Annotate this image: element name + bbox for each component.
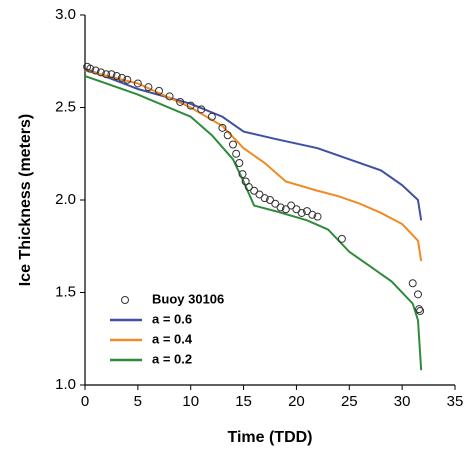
data-point (287, 201, 296, 210)
data-point (165, 92, 174, 101)
data-point (408, 279, 417, 288)
data-point (313, 212, 322, 221)
data-point (118, 73, 126, 82)
series-line (84, 69, 423, 262)
data-point (276, 203, 285, 212)
x-tick-label: 5 (134, 393, 142, 410)
y-tick-label: 2.5 (55, 98, 76, 115)
data-point (303, 207, 311, 216)
data-point (281, 205, 290, 214)
x-tick-label: 30 (394, 393, 411, 410)
data-point (123, 75, 132, 84)
y-tick-label: 1.0 (55, 376, 76, 393)
data-point (292, 205, 301, 214)
legend-label: a = 0.6 (152, 311, 192, 326)
data-point (144, 83, 153, 92)
y-tick-label: 1.5 (55, 283, 76, 300)
data-point (271, 199, 280, 208)
data-point (255, 190, 264, 199)
data-point (155, 86, 163, 95)
data-point (250, 186, 259, 195)
data-point (218, 123, 227, 132)
x-tick-label: 25 (341, 393, 358, 410)
data-point (86, 64, 95, 73)
series-line (84, 67, 423, 221)
data-point (260, 194, 269, 203)
data-point (416, 307, 425, 315)
data-point (238, 170, 247, 179)
data-point (297, 208, 306, 217)
data-point (133, 79, 142, 88)
data-point (197, 105, 206, 114)
data-point (414, 290, 422, 299)
legend-label: a = 0.4 (152, 331, 193, 346)
data-point (235, 159, 244, 167)
x-tick-label: 20 (288, 393, 305, 410)
data-point (308, 210, 317, 219)
legend-label: a = 0.2 (152, 351, 192, 366)
data-point (107, 70, 116, 79)
data-point (112, 72, 121, 81)
x-axis-title: Time (TDD) (227, 429, 312, 446)
legend-marker (121, 296, 129, 304)
data-point (102, 70, 111, 79)
data-point (266, 196, 274, 204)
data-point (91, 66, 100, 75)
x-tick-label: 10 (182, 393, 199, 410)
x-tick-label: 0 (81, 393, 89, 410)
y-tick-label: 3.0 (55, 6, 76, 23)
data-point (415, 305, 424, 314)
legend-label: Buoy 30106 (152, 291, 224, 306)
data-point (244, 183, 253, 192)
x-tick-label: 15 (235, 393, 252, 410)
y-tick-label: 2.0 (55, 191, 76, 208)
data-point (186, 101, 195, 110)
y-axis-title: Ice Thickness (meters) (17, 114, 34, 287)
x-tick-label: 35 (447, 393, 464, 410)
data-point (232, 149, 241, 158)
data-point (96, 68, 105, 77)
data-point (229, 140, 237, 149)
data-point (176, 97, 185, 106)
data-point (337, 234, 346, 243)
data-point (207, 112, 216, 121)
data-point (223, 131, 232, 140)
series-line (84, 75, 423, 371)
